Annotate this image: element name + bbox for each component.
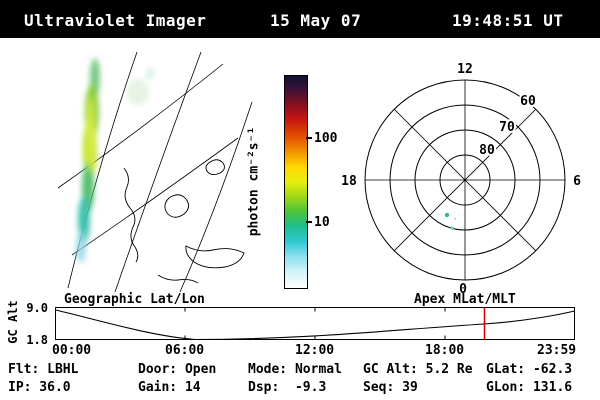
orbit-altitude-strip-chart [55, 307, 575, 341]
strip-left-title: Geographic Lat/Lon [64, 292, 205, 307]
status-glat: GLat: -62.3 [486, 362, 573, 377]
mlt-label-6: 6 [573, 174, 581, 189]
status-dsp: Dsp: -9.3 [248, 380, 327, 395]
status-glon: GLon: 131.6 [486, 380, 573, 395]
title-bar: Ultraviolet Imager 15 May 07 19:48:51 UT [0, 0, 600, 38]
mlat-ring-label-70: 70 [499, 120, 515, 135]
geographic-map-panel [57, 51, 253, 293]
status-gcalt: GC Alt: 5.2 Re [363, 362, 473, 377]
mlat-ring-label-80: 80 [479, 143, 495, 158]
aurora-emission [76, 58, 154, 263]
xtick-0000: 00:00 [52, 343, 92, 358]
polar-aurora-specks [444, 212, 457, 230]
colorbar-tick-10: 10 [314, 215, 330, 230]
xtick-1800: 18:00 [425, 343, 465, 358]
date-readout: 15 May 07 [270, 11, 362, 30]
status-ip: IP: 36.0 [8, 380, 71, 395]
mlt-label-0: 0 [459, 282, 467, 297]
strip-ytick-top: 9.0 [26, 301, 48, 315]
strip-ytick-bottom: 1.8 [26, 333, 48, 347]
mlt-label-12: 12 [457, 62, 473, 77]
polar-grid-spokes [365, 80, 565, 280]
map-coastlines [123, 159, 245, 284]
status-seq: Seq: 39 [363, 380, 418, 395]
xtick-2359: 23:59 [537, 343, 577, 358]
strip-axis-label: GC Alt [6, 300, 20, 344]
colorbar-tick-100: 100 [314, 131, 338, 146]
colorbar-unit-label: photon cm⁻²s⁻¹ [246, 126, 262, 237]
app-title: Ultraviolet Imager [24, 11, 207, 30]
status-gain: Gain: 14 [138, 380, 201, 395]
mlat-ring-label-60: 60 [520, 94, 536, 109]
strip-right-title: Apex MLat/MLT [414, 292, 516, 307]
colorbar-tick-mark-10 [306, 221, 312, 223]
mlt-label-18: 18 [341, 174, 357, 189]
polar-mlat-mlt-plot: 12 18 6 0 60 70 80 [339, 60, 583, 299]
status-door: Door: Open [138, 362, 217, 377]
xtick-0600: 06:00 [165, 343, 205, 358]
colorbar-tick-mark-100 [306, 137, 312, 139]
colorbar [284, 75, 308, 289]
strip-chart-ticks [184, 307, 446, 340]
altitude-curve [55, 309, 575, 341]
status-mode: Mode: Normal [248, 362, 342, 377]
map-graticule [57, 51, 253, 293]
xtick-1200: 12:00 [295, 343, 335, 358]
status-flt: Flt: LBHL [8, 362, 79, 377]
time-readout: 19:48:51 UT [452, 11, 564, 30]
